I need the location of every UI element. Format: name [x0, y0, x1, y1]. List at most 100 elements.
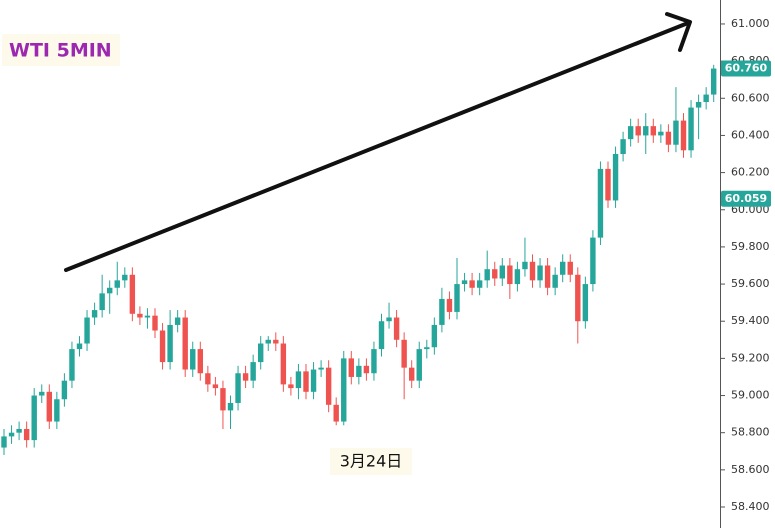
candle-body [544, 265, 551, 288]
y-tick-label: 59.800 [731, 240, 770, 253]
candle-body [492, 269, 498, 279]
candle-body [446, 298, 453, 312]
y-tick-label: 58.600 [731, 463, 770, 476]
candle-body [537, 265, 543, 281]
candle-body [386, 317, 392, 322]
arrow-head [665, 12, 692, 52]
trend-arrow [64, 21, 690, 272]
candle-body [409, 367, 415, 381]
candle-body [303, 371, 309, 392]
candle-body [46, 391, 52, 422]
candle-body [673, 120, 679, 145]
candle-body [220, 388, 226, 411]
chart-title: WTI 5MIN [9, 40, 112, 62]
candle-body [84, 317, 90, 344]
candle-body [703, 94, 709, 102]
candle-body [552, 274, 558, 288]
candle-body [69, 349, 75, 381]
candle-body [378, 321, 385, 350]
candle-body [39, 391, 45, 396]
candle-body [227, 402, 234, 411]
candle-body [431, 324, 438, 348]
candle-body [620, 139, 626, 155]
candle-body [54, 399, 60, 422]
candle-body [1, 436, 7, 448]
candle-body [507, 265, 513, 285]
candle-body [190, 349, 196, 370]
candle-body [91, 310, 98, 318]
candle-body [439, 298, 445, 325]
y-tick-label: 60.200 [731, 166, 770, 179]
candle-body [363, 365, 370, 374]
candle-body [461, 280, 468, 285]
candle-body [288, 384, 294, 389]
candle-body [250, 362, 256, 381]
candle-body [235, 373, 241, 403]
candles [1, 64, 717, 455]
candle-body [258, 343, 264, 363]
candle-body [144, 315, 151, 318]
candle-body [567, 261, 573, 275]
y-tick-label: 58.800 [731, 426, 770, 439]
price-badge-label: 60.059 [725, 192, 767, 205]
price-badge [721, 60, 771, 77]
candle-body [560, 261, 566, 275]
candle-body [454, 284, 460, 312]
candle-body [8, 432, 15, 437]
candle-body [401, 339, 407, 368]
candle-body [597, 168, 604, 238]
candle-body [665, 131, 672, 145]
candle-body [612, 154, 619, 201]
candle-body [499, 265, 505, 279]
candle-body [129, 274, 136, 314]
date-annotation: 3月24日 [340, 452, 403, 471]
y-tick-label: 59.400 [731, 314, 770, 327]
candle-body [582, 284, 589, 322]
candle-body [31, 395, 37, 441]
y-tick-label: 59.200 [731, 351, 770, 364]
candle-body [310, 369, 317, 392]
y-tick-label: 59.600 [731, 277, 770, 290]
candle-body [152, 315, 158, 331]
candle-body [695, 101, 702, 108]
candle-body [16, 428, 22, 433]
candle-body [514, 269, 521, 285]
candle-body [476, 280, 483, 288]
candle-body [627, 126, 634, 140]
candle-body [658, 131, 664, 136]
candle-body [522, 261, 528, 270]
candle-body [711, 68, 717, 95]
candle-body [333, 404, 339, 422]
candle-body [484, 269, 490, 281]
candle-body [174, 317, 181, 325]
y-tick-label: 60.600 [731, 91, 770, 104]
candle-body [590, 237, 596, 285]
candle-body [137, 313, 143, 318]
y-tick-label: 58.400 [731, 500, 770, 513]
candle-body [242, 373, 249, 381]
candle-body [356, 365, 362, 377]
candle-body [114, 280, 120, 288]
candle-body [680, 120, 687, 151]
candle-body [635, 126, 641, 136]
candle-body [159, 330, 166, 363]
title-box [2, 34, 120, 66]
candle-body [273, 339, 279, 344]
candle-body [416, 349, 422, 381]
candle-body [167, 324, 173, 363]
candle-body [348, 358, 354, 377]
candle-body [393, 317, 400, 340]
candle-body [265, 339, 271, 344]
candle-body [61, 380, 68, 400]
candle-body [469, 280, 475, 288]
candle-body [643, 126, 649, 136]
y-tick-label: 59.000 [731, 389, 770, 402]
price-badge [721, 190, 771, 207]
candle-body [212, 384, 219, 389]
annotation-box [330, 448, 412, 475]
candle-body [182, 317, 188, 370]
candle-body [371, 349, 377, 374]
candle-body [325, 367, 332, 405]
candle-body [295, 371, 302, 389]
